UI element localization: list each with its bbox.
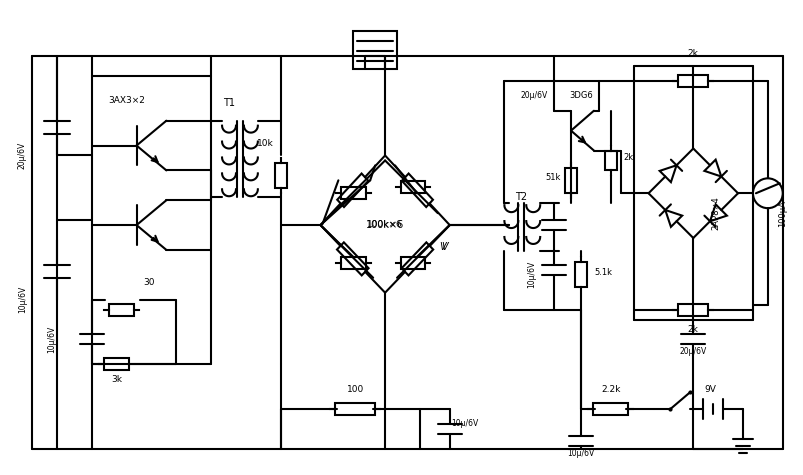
Bar: [604, 151, 616, 171]
Text: 10μ/6V: 10μ/6V: [18, 286, 26, 313]
Text: T1: T1: [222, 98, 234, 108]
Bar: [340, 257, 365, 269]
Text: 100k×6: 100k×6: [367, 219, 402, 228]
Text: 20μ/6V: 20μ/6V: [520, 91, 547, 100]
Text: 10μ/6V: 10μ/6V: [526, 261, 535, 288]
Text: 3AX3×2: 3AX3×2: [108, 96, 145, 105]
Bar: [400, 181, 425, 193]
Text: 2k: 2k: [687, 325, 698, 334]
Text: V: V: [441, 242, 447, 252]
Bar: [353, 31, 397, 69]
Text: 10μ/6V: 10μ/6V: [47, 326, 56, 353]
Bar: [574, 262, 586, 287]
Text: 20μ/6V: 20μ/6V: [679, 347, 706, 356]
Text: 100k×6: 100k×6: [365, 220, 404, 230]
Bar: [678, 304, 707, 315]
Text: 3k: 3k: [111, 375, 122, 384]
Text: V: V: [439, 242, 446, 252]
Text: 30: 30: [144, 278, 155, 287]
Text: 51k: 51k: [544, 173, 560, 182]
Text: 9V: 9V: [703, 385, 715, 394]
Bar: [400, 257, 425, 269]
Text: 10k: 10k: [257, 139, 274, 148]
Bar: [104, 358, 129, 370]
Text: T2: T2: [515, 192, 527, 202]
Text: 100: 100: [346, 385, 364, 394]
Text: 100μA: 100μA: [777, 200, 786, 227]
Bar: [565, 168, 577, 193]
Text: 10μ/6V: 10μ/6V: [567, 449, 594, 458]
Text: 2.2k: 2.2k: [601, 385, 620, 394]
Text: 3DG6: 3DG6: [569, 91, 592, 100]
Bar: [109, 304, 134, 315]
Text: 2AP8×4: 2AP8×4: [711, 196, 719, 230]
Bar: [275, 163, 287, 188]
Bar: [593, 403, 627, 415]
Text: 20μ/6V: 20μ/6V: [18, 142, 26, 169]
Text: 2k: 2k: [687, 49, 698, 58]
Text: 10μ/6V: 10μ/6V: [450, 419, 478, 428]
Bar: [340, 187, 365, 199]
Bar: [335, 403, 375, 415]
Bar: [678, 75, 707, 87]
Text: 5.1k: 5.1k: [594, 268, 612, 277]
Text: 2k: 2k: [623, 153, 633, 162]
